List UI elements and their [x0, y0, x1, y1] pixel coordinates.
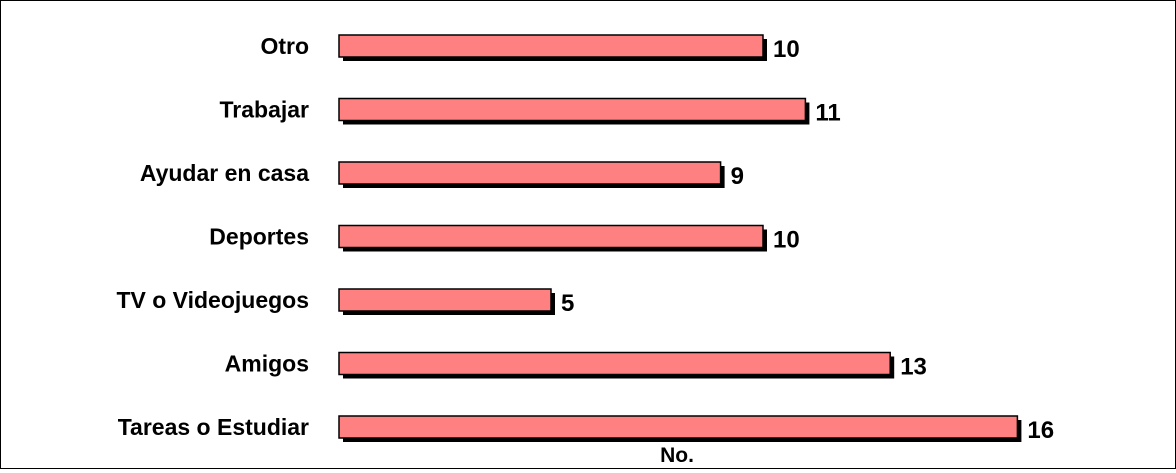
x-axis-title: No. [660, 444, 694, 467]
bars-layer [338, 34, 1022, 442]
data-label: 16 [1027, 417, 1054, 444]
bar [338, 415, 1019, 439]
category-label: Ayudar en casa [140, 160, 309, 186]
data-label: 10 [773, 36, 800, 63]
bar [338, 161, 722, 185]
data-label: 10 [773, 227, 800, 254]
data-label: 5 [561, 290, 574, 317]
data-label: 11 [815, 100, 840, 127]
bar [338, 224, 764, 249]
bar [338, 288, 552, 312]
category-label: Deportes [209, 224, 309, 250]
category-label: Trabajar [220, 97, 310, 123]
category-label: TV o Videojuegos [116, 287, 309, 313]
bar [338, 97, 807, 122]
category-label: Otro [260, 33, 309, 59]
category-label: Amigos [225, 351, 309, 377]
labels-layer: Otro 10 Trabajar 11 Ayudar en casa 9 Deportes 1… [116, 33, 1054, 444]
category-label: Tareas o Estudiar [118, 414, 309, 440]
data-label: 9 [731, 163, 744, 190]
bar [338, 34, 764, 58]
data-label: 13 [900, 354, 927, 381]
bar [338, 351, 891, 376]
